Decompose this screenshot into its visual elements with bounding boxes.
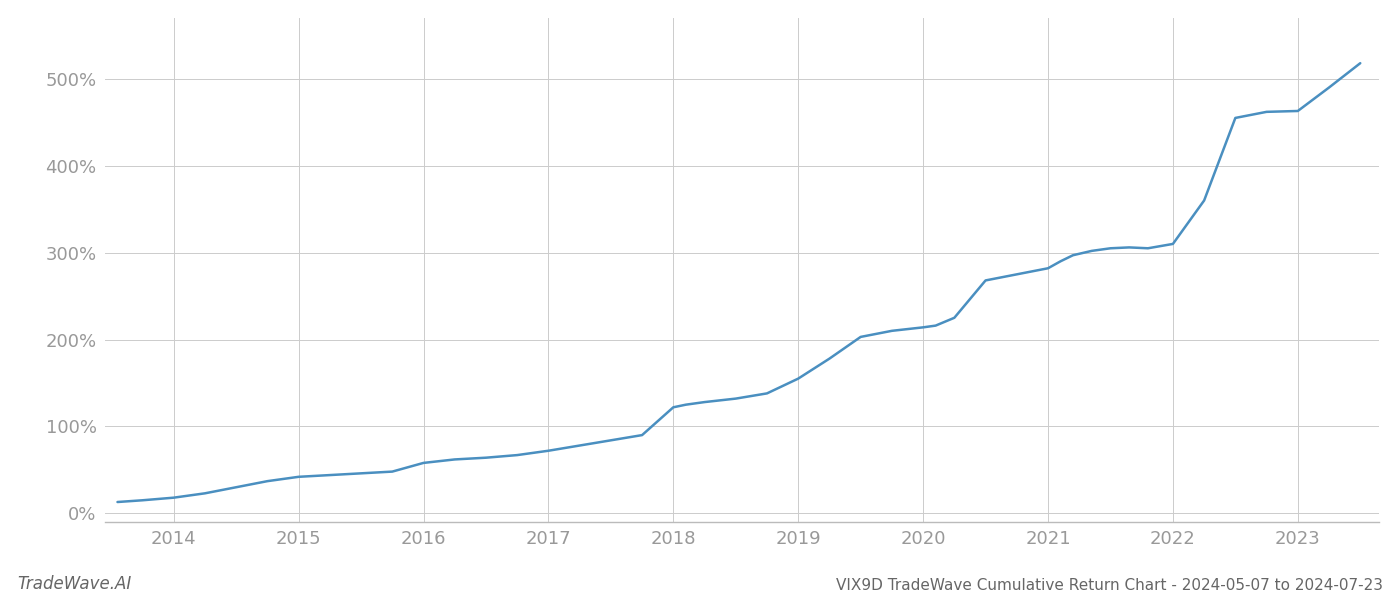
Text: TradeWave.AI: TradeWave.AI bbox=[17, 575, 132, 593]
Text: VIX9D TradeWave Cumulative Return Chart - 2024-05-07 to 2024-07-23: VIX9D TradeWave Cumulative Return Chart … bbox=[836, 578, 1383, 593]
